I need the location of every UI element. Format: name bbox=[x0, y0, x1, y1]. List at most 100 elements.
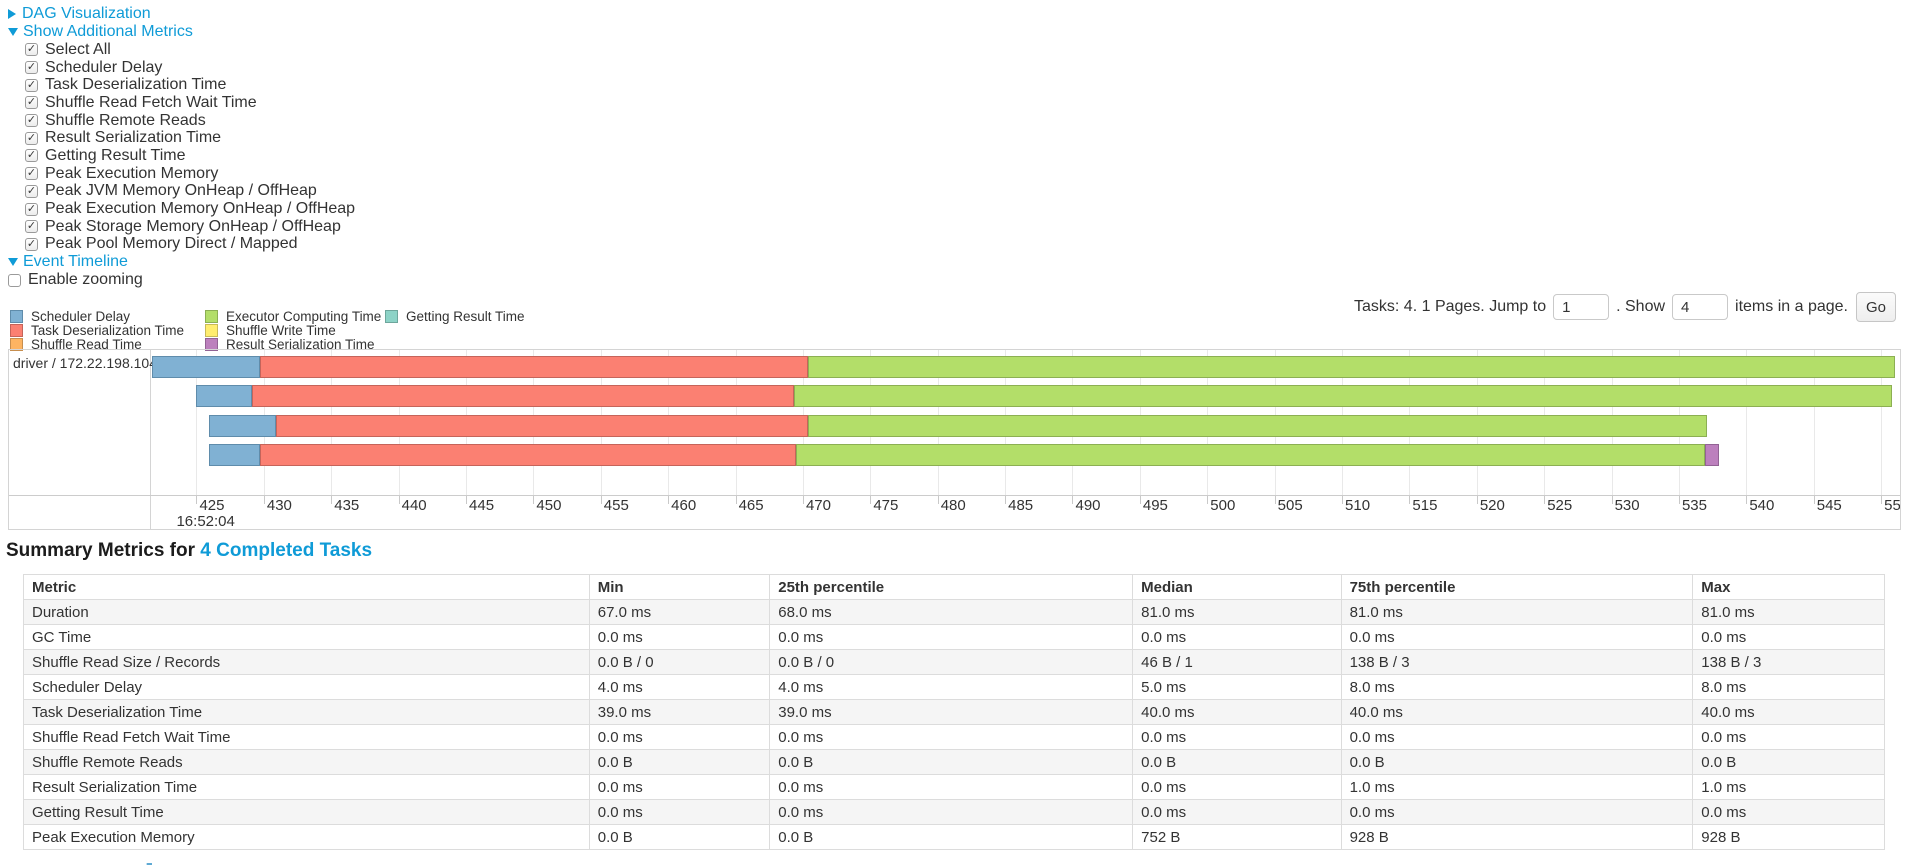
executor-computing-segment[interactable] bbox=[793, 385, 1892, 407]
metric-checkbox[interactable]: ✓ bbox=[25, 96, 38, 110]
tick-label: 515 bbox=[1412, 497, 1438, 514]
metric-checkbox-label: Peak JVM Memory OnHeap / OffHeap bbox=[45, 182, 317, 200]
metric-name-cell: Shuffle Remote Reads bbox=[23, 749, 590, 775]
task-bar bbox=[152, 444, 1900, 466]
tick-mark bbox=[870, 496, 872, 504]
metric-value-cell: 81.0 ms bbox=[1132, 599, 1342, 625]
metric-name-cell: Result Serialization Time bbox=[23, 774, 590, 800]
dag-visualization-toggle[interactable]: DAG Visualization bbox=[8, 5, 355, 23]
scheduler-delay-segment[interactable] bbox=[196, 385, 252, 407]
tick-mark bbox=[466, 496, 468, 504]
legend-label: Result Serialization Time bbox=[226, 337, 375, 353]
metric-checkbox-label: Shuffle Read Fetch Wait Time bbox=[45, 93, 257, 111]
metric-checkbox[interactable]: ✓ bbox=[25, 220, 38, 234]
metric-checkbox-label: Result Serialization Time bbox=[45, 129, 222, 147]
metric-value-cell: 39.0 ms bbox=[769, 699, 1134, 725]
metric-checkbox-label: Task Deserialization Time bbox=[45, 76, 227, 94]
metric-checkbox-label: Peak Pool Memory Direct / Mapped bbox=[45, 235, 298, 253]
tick-mark bbox=[533, 496, 535, 504]
task-deserialization-segment[interactable] bbox=[275, 415, 809, 437]
tick-label: 485 bbox=[1008, 497, 1034, 514]
enable-zooming-label: Enable zooming bbox=[28, 271, 143, 289]
metric-value-cell: 40.0 ms bbox=[1132, 699, 1342, 725]
summary-metrics-table: Metric Min 25th percentile Median 75th perce… bbox=[23, 574, 1885, 850]
go-button[interactable]: Go bbox=[1855, 292, 1896, 322]
metric-checkbox[interactable]: ✓ bbox=[25, 149, 38, 163]
legend-label: Executor Computing Time bbox=[226, 308, 382, 324]
metric-checkbox[interactable]: ✓ bbox=[25, 78, 38, 92]
table-header-row: Metric Min 25th percentile Median 75th perce… bbox=[23, 574, 1885, 600]
tick-label: 510 bbox=[1345, 497, 1371, 514]
executor-computing-segment[interactable] bbox=[796, 444, 1705, 466]
event-timeline-chart: driver / 172.22.198.104 425 16:52:04 430 43… bbox=[8, 349, 1901, 530]
tick-mark bbox=[1881, 496, 1883, 504]
metric-value-cell: 81.0 ms bbox=[1692, 599, 1885, 625]
table-row: Shuffle Remote Reads 0.0 B 0.0 B 0.0 B 0.0 B… bbox=[23, 749, 1885, 775]
metric-value-cell: 0.0 ms bbox=[588, 774, 771, 800]
tick-mark bbox=[331, 496, 333, 504]
tick-label: 465 bbox=[738, 497, 764, 514]
metric-checkbox[interactable]: ✓ bbox=[25, 202, 38, 216]
scheduler-delay-segment[interactable] bbox=[208, 444, 260, 466]
enable-zooming-checkbox[interactable]: ✓ bbox=[8, 273, 21, 287]
task-deserialization-segment[interactable] bbox=[259, 356, 809, 378]
clipped-content-fragment: ■ bbox=[146, 861, 158, 865]
getting-result-swatch-icon bbox=[385, 309, 398, 323]
event-timeline-link[interactable]: Event Timeline bbox=[23, 253, 128, 271]
metric-value-cell: 40.0 ms bbox=[1692, 699, 1885, 725]
scheduler-delay-segment[interactable] bbox=[152, 356, 260, 378]
dag-visualization-link[interactable]: DAG Visualization bbox=[22, 5, 151, 22]
executor-computing-segment[interactable] bbox=[808, 356, 1895, 378]
pagination-show-text: . Show bbox=[1616, 298, 1666, 315]
executor-label: driver / 172.22.198.104 bbox=[13, 355, 157, 371]
table-row: Task Deserialization Time 39.0 ms 39.0 ms 4… bbox=[23, 699, 1885, 725]
task-deserialization-segment[interactable] bbox=[259, 444, 797, 466]
tick-mark bbox=[196, 496, 198, 504]
scheduler-delay-segment[interactable] bbox=[208, 415, 276, 437]
show-additional-metrics-toggle[interactable]: Show Additional Metrics bbox=[8, 23, 355, 41]
tick-label: 480 bbox=[940, 497, 966, 514]
metric-checkbox[interactable]: ✓ bbox=[25, 131, 38, 145]
executor-computing-swatch-icon bbox=[205, 309, 218, 323]
metric-checkbox[interactable]: ✓ bbox=[25, 61, 38, 75]
tick-label: 490 bbox=[1075, 497, 1101, 514]
legend-label: Scheduler Delay bbox=[31, 308, 131, 324]
table-row: Shuffle Read Fetch Wait Time 0.0 ms 0.0 ms… bbox=[23, 724, 1885, 750]
metric-checkbox[interactable]: ✓ bbox=[25, 43, 38, 57]
metric-name-cell: Task Deserialization Time bbox=[23, 699, 590, 725]
result-serialization-segment[interactable] bbox=[1704, 444, 1720, 466]
metric-name-cell: Shuffle Read Fetch Wait Time bbox=[23, 724, 590, 750]
tick-mark bbox=[735, 496, 737, 504]
executor-computing-segment[interactable] bbox=[808, 415, 1708, 437]
jump-to-page-input[interactable] bbox=[1553, 294, 1610, 320]
legend-item: Getting Result Time bbox=[385, 309, 525, 324]
additional-metrics-list: ✓ Select All ✓ Scheduler Delay ✓ Task Deseria… bbox=[8, 41, 355, 253]
metric-checkbox[interactable]: ✓ bbox=[25, 167, 38, 181]
metric-checkbox[interactable]: ✓ bbox=[25, 114, 38, 128]
metric-checkbox[interactable]: ✓ bbox=[25, 184, 38, 198]
tick-label: 550 bbox=[1884, 497, 1900, 514]
gridline bbox=[1746, 350, 1748, 495]
task-deserialization-segment[interactable] bbox=[251, 385, 794, 407]
metric-name-cell: Scheduler Delay bbox=[23, 674, 590, 700]
tick-label: 430 bbox=[266, 497, 292, 514]
metric-checkbox[interactable]: ✓ bbox=[25, 237, 38, 251]
items-per-page-input[interactable] bbox=[1672, 294, 1729, 320]
metric-value-cell: 5.0 ms bbox=[1132, 674, 1342, 700]
legend-item: Task Deserialization Time bbox=[10, 322, 185, 338]
completed-tasks-link[interactable]: 4 Completed Tasks bbox=[200, 540, 373, 561]
column-header: Min bbox=[588, 574, 771, 600]
table-row: Result Serialization Time 0.0 ms 0.0 ms 0.0… bbox=[23, 774, 1885, 800]
timeline-plot-area bbox=[152, 350, 1900, 495]
metric-name-cell: Peak Execution Memory bbox=[23, 824, 590, 850]
tick-mark bbox=[1476, 496, 1478, 504]
metric-option-row: ✓ Result Serialization Time bbox=[8, 129, 355, 147]
event-timeline-toggle[interactable]: Event Timeline bbox=[8, 253, 355, 271]
metric-option-row: ✓ Shuffle Read Fetch Wait Time bbox=[8, 94, 355, 112]
tick-label: 495 bbox=[1142, 497, 1168, 514]
legend-label: Task Deserialization Time bbox=[31, 322, 185, 338]
metric-value-cell: 68.0 ms bbox=[769, 599, 1134, 625]
show-additional-metrics-link[interactable]: Show Additional Metrics bbox=[23, 23, 193, 40]
table-row: Scheduler Delay 4.0 ms 4.0 ms 5.0 ms 8.0 ms 8… bbox=[23, 674, 1885, 700]
tick-mark bbox=[1139, 496, 1141, 504]
